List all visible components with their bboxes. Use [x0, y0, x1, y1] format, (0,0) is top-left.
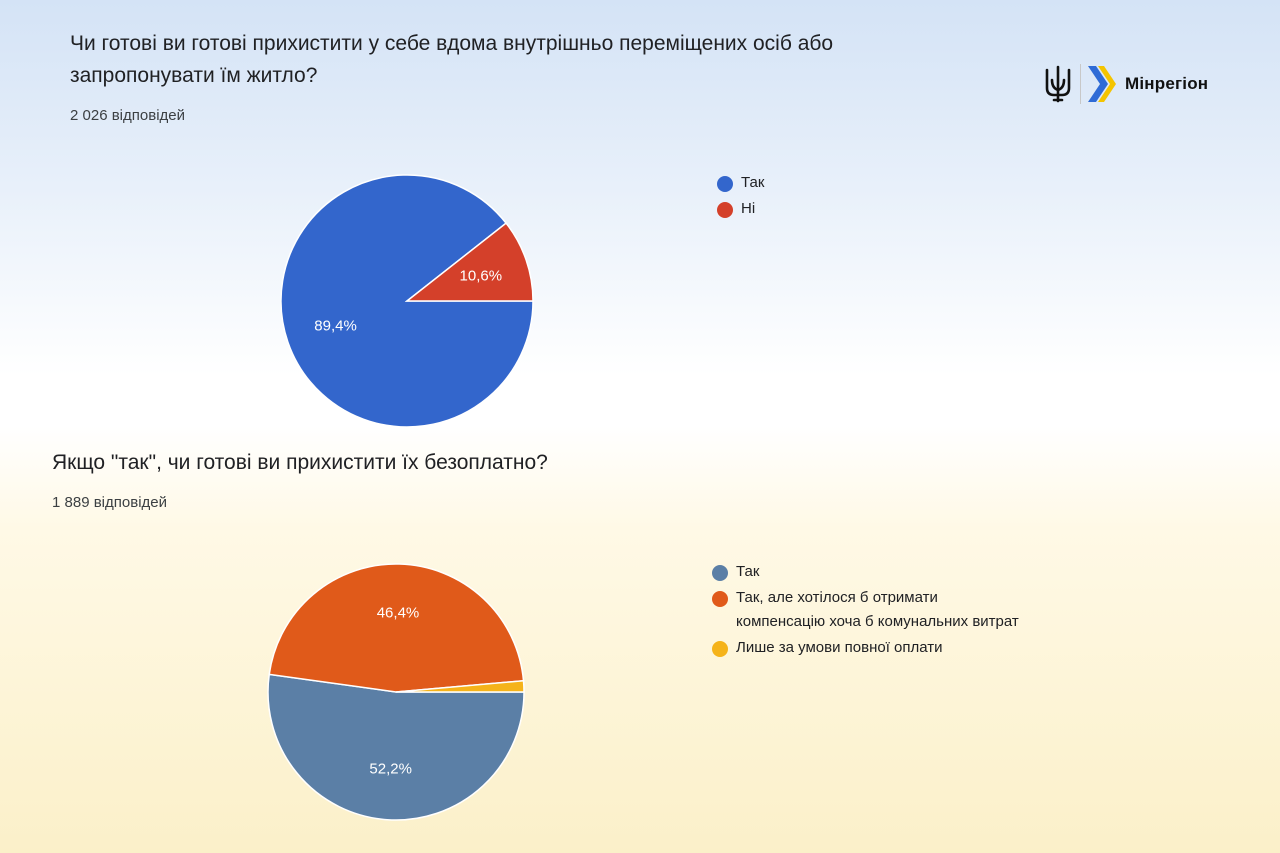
pie-slice[interactable]: [280, 174, 534, 428]
legend-item[interactable]: Так, але хотілося б отримати компенсацію…: [712, 589, 1022, 634]
legend-label: Так: [736, 563, 760, 580]
pie-chart-1-legend: Так Ні: [717, 174, 764, 227]
pie-slice[interactable]: [395, 679, 525, 693]
question-1-title: Чи готові ви готові прихистити у себе вд…: [70, 32, 834, 87]
legend-swatch: [717, 176, 733, 192]
logo-text: Мінрегіон: [1125, 74, 1209, 93]
question-2-title: Якщо "так", чи готові ви прихистити їх б…: [52, 451, 548, 474]
pie-slice[interactable]: [268, 563, 525, 693]
legend-label: Ні: [741, 200, 756, 217]
legend-swatch: [712, 591, 728, 607]
legend-label: Так, але хотілося б отримати компенсацію…: [736, 589, 1019, 630]
question-2-response-count: 1 889 відповідей: [52, 494, 167, 511]
pie-slice-label: 46,4%: [377, 605, 420, 622]
legend-swatch: [712, 565, 728, 581]
pie-chart-2-legend: Так Так, але хотілося б отримати компенса…: [712, 563, 1022, 666]
question-1-response-count: 2 026 відповідей: [70, 107, 185, 124]
legend-item[interactable]: Так: [717, 174, 764, 195]
legend-item[interactable]: Ні: [717, 200, 764, 221]
legend-label: Лише за умови повної оплати: [736, 639, 943, 656]
pie-slice[interactable]: [404, 222, 534, 302]
pie-slice-label: 52,2%: [369, 761, 412, 778]
legend-label: Так: [741, 174, 765, 191]
trident-icon: [1045, 65, 1071, 103]
chevron-mark-icon: [1088, 66, 1116, 102]
legend-swatch: [717, 202, 733, 218]
pie-slice-label: 89,4%: [314, 318, 357, 335]
pie-slice[interactable]: [267, 673, 525, 821]
pie-slice-label: 10,6%: [460, 267, 503, 284]
minregion-logo: Мінрегіон: [1044, 64, 1208, 104]
legend-item[interactable]: Так: [712, 563, 1022, 584]
legend-swatch: [712, 641, 728, 657]
logo-divider: [1080, 64, 1081, 104]
legend-item[interactable]: Лише за умови повної оплати: [712, 639, 1022, 660]
